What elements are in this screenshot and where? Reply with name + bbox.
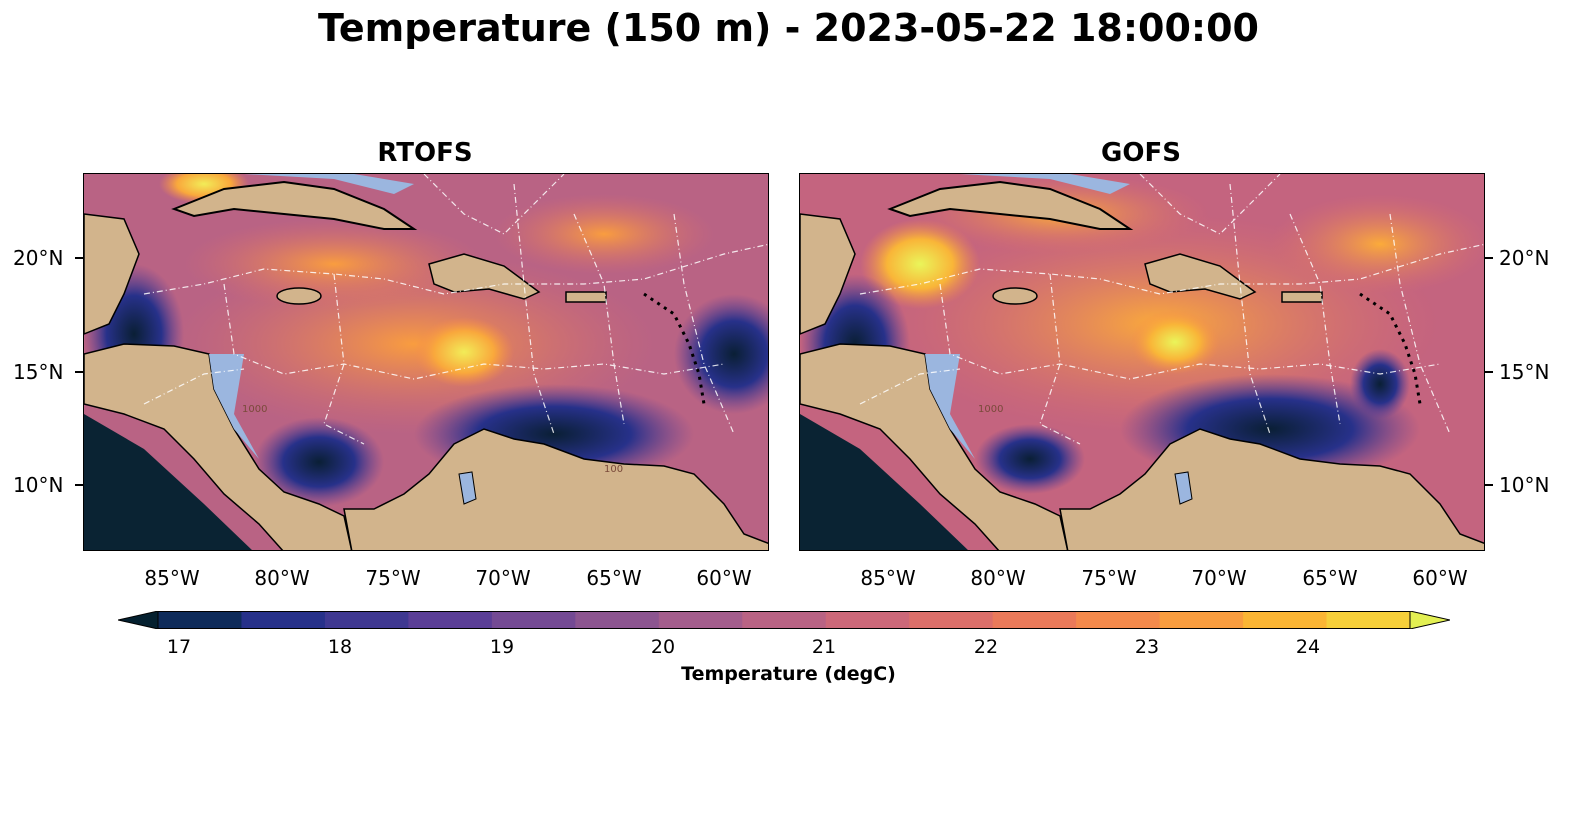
yucatan-land [84,213,140,335]
lat-tick-right-15: 15°N [1499,360,1550,384]
warm-eddy-west [860,219,980,309]
warm-eddy-central [1130,310,1220,374]
lon-tick-rtofs-60: 60°W [696,566,752,590]
colorbar-bin [491,611,576,629]
warm-patch-northeast [494,194,714,274]
colorbar-bin [408,611,493,629]
colorbar-tick-21: 21 [811,636,837,658]
colorbar-tick-23: 23 [1134,636,1160,658]
colorbar-bin [575,611,660,629]
colorbar [118,611,1450,629]
colorbar-bin [324,611,409,629]
lon-tick-gofs-70: 70°W [1191,566,1247,590]
warm-patch-north [184,219,484,309]
colorbar-tick-20: 20 [650,636,676,658]
lesser-antilles [643,292,706,405]
jamaica-land [992,287,1038,305]
lon-tick-rtofs-85: 85°W [144,566,200,590]
colorbar-tick-24: 24 [1295,636,1321,658]
lon-tick-rtofs-65: 65°W [586,566,642,590]
warm-patch-east [1270,194,1484,294]
figure-title: Temperature (150 m) - 2023-05-22 18:00:0… [317,6,1259,50]
colorbar-bin [825,611,910,629]
puerto-rico-land [565,291,607,303]
map-gofs: 1000 [799,173,1485,551]
lon-tick-rtofs-75: 75°W [365,566,421,590]
colorbar-bin [658,611,743,629]
nicaragua-shelf [925,354,975,459]
colorbar-tick-19: 19 [489,636,515,658]
panel-title-rtofs: RTOFS [377,138,473,168]
colorbar-extend-min [118,611,159,629]
pacific-ocean [84,414,252,550]
colorbar-bin [909,611,994,629]
colorbar-label: Temperature (degC) [681,663,896,685]
lat-tick-left-20: 20°N [13,246,64,270]
colorbar-bin [742,611,827,629]
lon-tick-gofs-75: 75°W [1081,566,1137,590]
lon-tick-gofs-85: 85°W [860,566,916,590]
colorbar-outline [157,611,1411,629]
hispaniola-land [428,253,541,300]
colorbar-bin [1243,611,1328,629]
warm-eddy-central [414,317,514,387]
lat-tick-right-20: 20°N [1499,246,1550,270]
bahamas-shelf [960,174,1130,194]
hispaniola-land [1144,253,1257,300]
lat-tickmark [1485,371,1493,373]
lon-tick-gofs-60: 60°W [1412,566,1468,590]
lat-tickmark [1485,257,1493,259]
colorbar-tick-22: 22 [973,636,999,658]
lon-tick-rtofs-70: 70°W [475,566,531,590]
maracaibo-lake [1174,471,1193,505]
bahamas-shelf [244,174,414,194]
colorbar-bin [1326,611,1411,629]
colorbar-bin [158,611,242,629]
cool-patch-east [1350,349,1410,419]
lon-tick-gofs-65: 65°W [1302,566,1358,590]
cool-eddy-colombia [254,417,384,507]
pacific-ocean [800,414,968,550]
colorbar-extend-max [1409,611,1450,629]
lon-tick-rtofs-80: 80°W [254,566,310,590]
south-america-land [343,428,768,550]
lat-tick-right-10: 10°N [1499,473,1550,497]
isobath-label-100: 100 [604,464,623,475]
cuba-land [887,180,1134,230]
panel-title-gofs: GOFS [1101,138,1181,168]
yucatan-land [800,213,856,335]
cool-patch-east [674,294,768,414]
maracaibo-lake [458,471,477,505]
lat-tickmark [75,371,83,373]
lat-tick-left-15: 15°N [13,360,64,384]
colorbar-tick-17: 17 [166,636,192,658]
nicaragua-shelf [209,354,259,459]
lesser-antilles [1359,292,1422,405]
lat-tick-left-10: 10°N [13,473,64,497]
south-america-land [1059,428,1484,550]
map-rtofs: 1000 100 [83,173,769,551]
lat-tickmark [1485,484,1493,486]
isobath-label-1000: 1000 [978,404,1003,415]
lat-tickmark [75,257,83,259]
eez-boundaries [143,174,768,445]
lat-tickmark [75,484,83,486]
lon-tick-gofs-80: 80°W [970,566,1026,590]
cuba-land [171,180,418,230]
cool-eddy-colombia [975,424,1085,494]
colorbar-tick-18: 18 [327,636,353,658]
colorbar-bin [992,611,1077,629]
colorbar-bin [1076,611,1161,629]
eez-boundaries [859,174,1484,445]
colorbar-bin [1159,611,1244,629]
colorbar-bin [241,611,326,629]
isobath-label-1000: 1000 [242,404,267,415]
puerto-rico-land [1281,291,1323,303]
jamaica-land [276,287,322,305]
